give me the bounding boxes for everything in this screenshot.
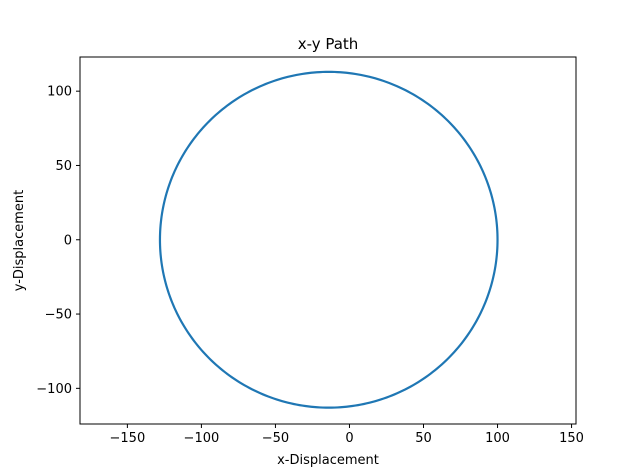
axes-frame <box>79 56 577 425</box>
series-line-0 <box>158 70 499 409</box>
y-tick-label: −50 <box>45 308 72 323</box>
y-tick-label: 0 <box>64 233 72 248</box>
x-tick-label: 0 <box>345 431 353 446</box>
x-tick-label: −100 <box>184 431 220 446</box>
x-axis: −150 −100 −50 0 50 100 150 <box>110 424 584 446</box>
y-axis: −100 −50 0 50 100 <box>36 85 80 397</box>
chart-title: x-y Path <box>298 35 359 53</box>
x-tick-label: 100 <box>485 431 510 446</box>
x-tick-label: −150 <box>110 431 146 446</box>
x-tick-label: 50 <box>415 431 432 446</box>
y-axis-label: y-Displacement <box>12 190 27 292</box>
y-tick-label: −100 <box>36 382 72 397</box>
y-tick-label: 50 <box>55 159 72 174</box>
x-tick-label: −50 <box>262 431 289 446</box>
x-tick-label: 150 <box>559 431 584 446</box>
y-tick-label: 100 <box>47 85 72 100</box>
plot-area <box>158 70 499 409</box>
x-axis-label: x-Displacement <box>277 453 379 468</box>
